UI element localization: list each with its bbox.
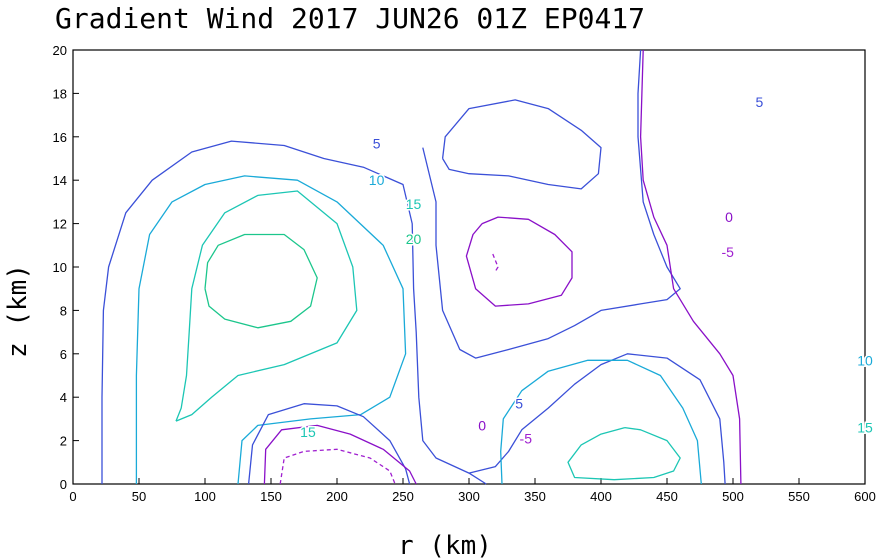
- contour-line-level-0: [263, 424, 417, 485]
- contour-label: 5: [373, 135, 381, 151]
- contour-line-level-20: [204, 233, 318, 329]
- y-tick-label: 20: [53, 43, 67, 58]
- y-tick-label: 12: [53, 217, 67, 232]
- contour-line-level-0: [465, 216, 573, 307]
- x-tick-label: 550: [788, 489, 810, 504]
- contour-line-level-5: [468, 353, 726, 485]
- contour-line-level-5: [441, 99, 602, 190]
- axis-ticks: 0 50 100 150 200 250 300 350 400 450 500 550 6000246…: [53, 43, 876, 504]
- y-tick-label: 6: [60, 347, 67, 362]
- contour-label: 10: [369, 172, 385, 188]
- y-tick-label: 2: [60, 434, 67, 449]
- x-tick-label: 0: [69, 489, 76, 504]
- contour-line-level-15: [175, 190, 358, 422]
- contour-lines: [101, 49, 742, 485]
- x-tick-label: 400: [590, 489, 612, 504]
- contour-label: 5: [515, 396, 523, 412]
- x-tick-label: 100: [194, 489, 216, 504]
- x-tick-label: 200: [326, 489, 348, 504]
- contour-line-level--5: [492, 253, 499, 272]
- y-tick-label: 16: [53, 130, 67, 145]
- contour-label: 10: [857, 352, 873, 368]
- contour-label: 15: [857, 420, 873, 436]
- chart-title: Gradient Wind 2017 JUN26 01Z EP0417: [55, 2, 645, 35]
- y-tick-label: 10: [53, 260, 67, 275]
- y-tick-label: 8: [60, 303, 67, 318]
- x-tick-label: 450: [656, 489, 678, 504]
- contour-label: -5: [721, 244, 734, 260]
- contour-line-level-5: [422, 49, 681, 359]
- x-tick-label: 350: [524, 489, 546, 504]
- contour-label: 0: [725, 209, 733, 225]
- contour-line-level-15: [567, 426, 681, 481]
- y-tick-label: 18: [53, 86, 67, 101]
- x-tick-label: 500: [722, 489, 744, 504]
- contour-line-level-0: [639, 49, 742, 485]
- contour-line-level-5: [101, 140, 487, 485]
- x-tick-label: 50: [132, 489, 146, 504]
- y-tick-label: 0: [60, 477, 67, 492]
- contour-line-level-5: [247, 403, 411, 485]
- x-tick-label: 250: [392, 489, 414, 504]
- y-tick-label: 14: [53, 173, 67, 188]
- contour-label: 5: [756, 94, 764, 110]
- contour-label: 15: [406, 196, 422, 212]
- contour-label: 20: [406, 231, 422, 247]
- y-axis-label: z (km): [3, 264, 33, 358]
- x-tick-label: 300: [458, 489, 480, 504]
- contour-line-level--5: [279, 448, 396, 485]
- contour-label: -5: [520, 430, 533, 446]
- contour-line-level-10: [500, 359, 702, 485]
- x-tick-label: 150: [260, 489, 282, 504]
- contour-label: 15: [300, 424, 316, 440]
- y-tick-label: 4: [60, 390, 67, 405]
- contour-line-level-10: [135, 175, 407, 485]
- x-tick-label: 600: [854, 489, 876, 504]
- contour-label: 0: [478, 417, 486, 433]
- x-axis-label: r (km): [398, 531, 492, 560]
